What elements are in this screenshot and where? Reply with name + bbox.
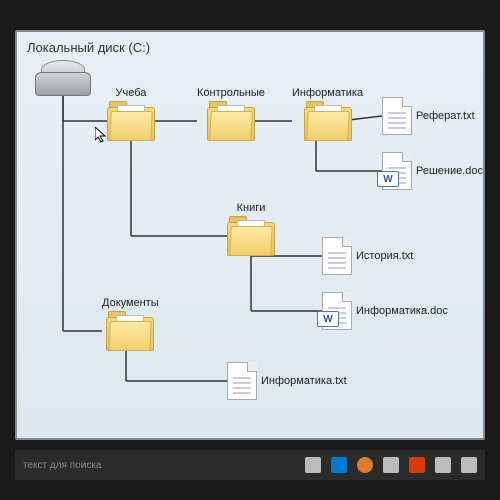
node-inform_f[interactable]: Информатика <box>292 87 363 141</box>
node-istoria[interactable]: История.txt <box>322 237 352 275</box>
taskbar: текст для поиска <box>15 450 485 480</box>
folder-icon <box>106 311 154 351</box>
taskbar-icon[interactable] <box>461 457 477 473</box>
taskbar-icon[interactable] <box>409 457 425 473</box>
doc-file-icon: W <box>322 292 352 330</box>
node-label: Книги <box>227 202 275 214</box>
taskbar-search-text[interactable]: текст для поиска <box>23 460 101 471</box>
folder-icon <box>207 101 255 141</box>
folder-icon <box>227 216 275 256</box>
taskbar-icon[interactable] <box>357 457 373 473</box>
txt-file-icon <box>322 237 352 275</box>
node-dokumenty[interactable]: Документы <box>102 297 159 351</box>
node-inform_doc[interactable]: WИнформатика.doc <box>322 292 352 330</box>
node-label: Контрольные <box>197 87 265 99</box>
diagram-screen: Локальный диск (C:) УчебаКонтрольныеИнфо… <box>15 30 485 440</box>
taskbar-icon[interactable] <box>435 457 451 473</box>
node-reshenie[interactable]: WРешение.doc <box>382 152 412 190</box>
node-label: Решение.doc <box>416 165 483 177</box>
node-kontrol[interactable]: Контрольные <box>197 87 265 141</box>
node-label: История.txt <box>356 250 413 262</box>
taskbar-icon[interactable] <box>383 457 399 473</box>
node-knigi[interactable]: Книги <box>227 202 275 256</box>
node-label: Информатика.txt <box>261 375 347 387</box>
node-label: Информатика <box>292 87 363 99</box>
node-referat[interactable]: Реферат.txt <box>382 97 412 135</box>
doc-file-icon: W <box>382 152 412 190</box>
node-label: Информатика.doc <box>356 305 448 317</box>
drive-icon <box>35 60 91 96</box>
taskbar-icon[interactable] <box>331 457 347 473</box>
folder-icon <box>107 101 155 141</box>
tree-canvas: УчебаКонтрольныеИнформатикаРеферат.txtWР… <box>17 32 483 438</box>
node-label: Учеба <box>107 87 155 99</box>
txt-file-icon <box>227 362 257 400</box>
node-root[interactable] <box>35 60 91 96</box>
txt-file-icon <box>382 97 412 135</box>
node-inform_txt[interactable]: Информатика.txt <box>227 362 257 400</box>
node-label: Документы <box>102 297 159 309</box>
taskbar-icon[interactable] <box>305 457 321 473</box>
folder-icon <box>304 101 352 141</box>
node-label: Реферат.txt <box>416 110 475 122</box>
node-ucheba[interactable]: Учеба <box>107 87 155 141</box>
